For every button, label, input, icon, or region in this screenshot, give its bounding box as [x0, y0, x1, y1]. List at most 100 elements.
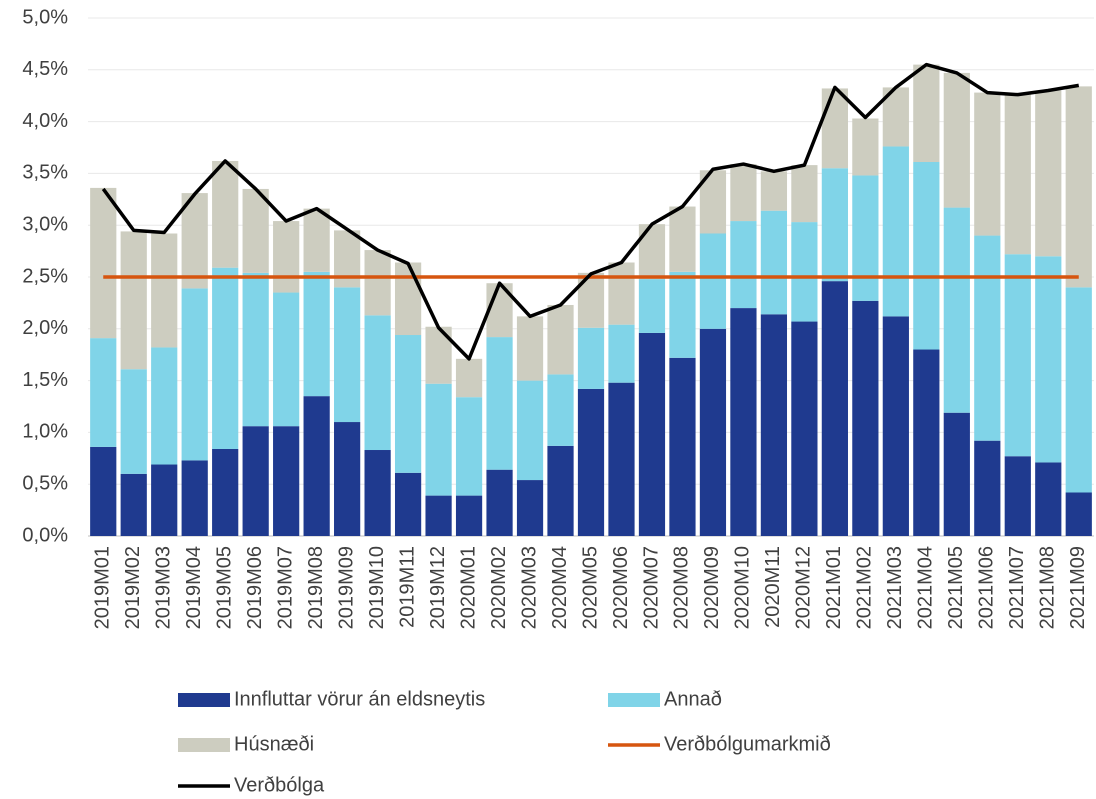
bar-segment — [364, 315, 391, 451]
bar-segment — [608, 324, 635, 383]
bar-segment — [1065, 86, 1092, 288]
bar-segment — [303, 208, 330, 272]
x-tick-label: 2019M07 — [274, 546, 296, 629]
bar-segment — [577, 327, 605, 389]
legend-label: Annað — [664, 688, 722, 710]
y-tick-label: 5,0% — [22, 6, 68, 28]
bar-segment — [455, 495, 483, 536]
bar-segment — [90, 446, 117, 536]
bar-segment — [974, 92, 1001, 236]
bar-segment — [334, 287, 361, 423]
y-tick-label: 1,5% — [22, 369, 68, 391]
x-tick-label: 2020M09 — [701, 546, 723, 629]
y-tick-label: 4,0% — [22, 110, 68, 132]
x-tick-label: 2019M10 — [366, 546, 388, 629]
x-tick-label: 2021M05 — [945, 546, 967, 629]
bar-segment — [791, 321, 818, 536]
y-tick-label: 2,0% — [22, 317, 68, 339]
bar-segment — [120, 473, 147, 536]
bar-segment — [699, 233, 727, 329]
bar-segment — [913, 162, 940, 350]
bar-segment — [516, 316, 544, 381]
x-tick-label: 2021M04 — [915, 546, 937, 629]
x-tick-label: 2020M12 — [793, 546, 815, 629]
x-tick-label: 2019M11 — [396, 546, 418, 628]
bar-segment — [334, 422, 361, 536]
bar-segment — [516, 380, 544, 481]
x-tick-label: 2020M03 — [518, 546, 540, 629]
line-series — [101, 62, 1080, 361]
bar-segment — [303, 271, 330, 397]
bar-segment — [90, 338, 117, 447]
bar-segment — [882, 316, 909, 536]
bar-segment — [181, 460, 208, 536]
x-tick-label: 2019M01 — [92, 546, 114, 629]
legend-label: Verðbólga — [234, 774, 325, 796]
bar-segment — [90, 187, 117, 339]
legend-label: Verðbólgumarkmið — [664, 733, 831, 755]
bar-segment — [364, 450, 391, 536]
x-tick-label: 2019M02 — [122, 546, 144, 629]
bar-segment — [608, 382, 635, 536]
bar-segment — [364, 250, 391, 316]
bar-segment — [334, 230, 361, 288]
bar-segment — [242, 272, 269, 427]
legend-swatch — [178, 693, 230, 707]
bar-segment — [852, 300, 879, 536]
y-tick-label: 1,0% — [22, 421, 68, 443]
bar-segment — [212, 448, 239, 536]
bar-segment — [699, 328, 727, 536]
bar-segment — [394, 472, 422, 536]
bar-segment — [852, 118, 879, 176]
bar-segment — [242, 426, 269, 536]
bar-segment — [608, 262, 635, 325]
bar-segment — [669, 357, 696, 536]
bar-segment — [638, 279, 666, 333]
x-tick-label: 2019M03 — [152, 546, 174, 629]
bar-segment — [425, 383, 452, 496]
bar-segment — [547, 445, 574, 536]
bar-segment — [151, 464, 178, 536]
bar-segment — [852, 175, 879, 301]
bar-segment — [669, 206, 696, 272]
y-tick-label: 4,5% — [22, 58, 68, 80]
bar-segment — [486, 337, 513, 470]
x-tick-label: 2020M02 — [488, 546, 510, 629]
x-tick-label: 2021M06 — [976, 546, 998, 629]
bar-segment — [791, 222, 818, 322]
bar-segment — [547, 374, 574, 446]
bar-segment — [212, 267, 239, 449]
x-tick-label: 2019M05 — [213, 546, 235, 629]
bar-segment — [273, 221, 300, 293]
bar-segment — [394, 262, 422, 336]
bar-segment — [669, 271, 696, 358]
legend-swatch — [608, 693, 660, 707]
bar-segment — [1004, 456, 1031, 536]
bar-segment — [974, 440, 1001, 536]
bar-segment — [1065, 492, 1092, 536]
bar-segment — [455, 397, 483, 496]
x-tick-label: 2019M04 — [183, 546, 205, 629]
bar-segment — [394, 335, 422, 473]
legend-label: Húsnæði — [234, 733, 314, 755]
bar-segment — [273, 292, 300, 427]
x-tick-label: 2021M01 — [823, 546, 845, 629]
bar-segment — [1065, 287, 1092, 493]
legend-swatch — [178, 738, 230, 752]
bar-segment — [730, 308, 757, 536]
bar-segment — [913, 64, 940, 163]
x-tick-label: 2020M07 — [640, 546, 662, 629]
bar-segment — [212, 160, 239, 268]
y-tick-label: 3,0% — [22, 213, 68, 235]
bar-segment — [303, 396, 330, 536]
bar-segment — [943, 207, 970, 413]
y-tick-label: 2,5% — [22, 265, 68, 287]
bar-segment — [760, 171, 788, 211]
bar-segment — [516, 480, 544, 536]
bar-segment — [913, 349, 940, 536]
bar-segment — [242, 188, 269, 273]
x-tick-label: 2019M06 — [244, 546, 266, 629]
bar-segment — [181, 193, 208, 289]
bar-segment — [791, 165, 818, 223]
bar-segment — [181, 288, 208, 461]
